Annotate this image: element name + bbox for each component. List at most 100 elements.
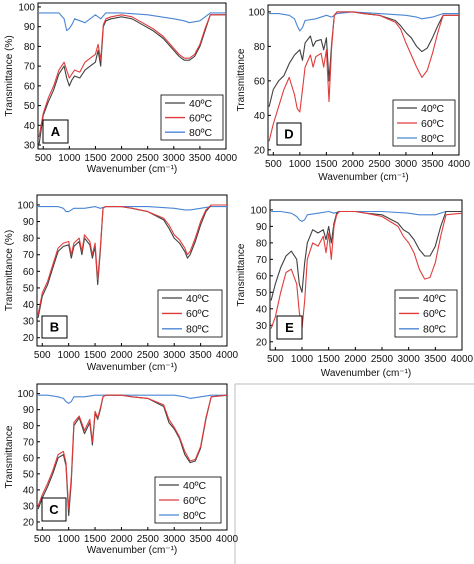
y-tick-label: 70 — [23, 250, 35, 261]
x-tick-label: 2000 — [110, 534, 133, 545]
x-axis-label: Wavenumber (cm⁻¹) — [318, 172, 408, 183]
series-line-80c — [38, 394, 227, 404]
x-tick-label: 3500 — [424, 354, 447, 365]
legend-label: 80ºC — [423, 324, 447, 336]
series-line-60c — [37, 204, 227, 315]
panel-letter: B — [50, 320, 59, 335]
series-line-60c — [270, 210, 462, 330]
y-tick-label: 90 — [256, 222, 268, 233]
y-tick-label: 40 — [23, 485, 35, 496]
panel-letter: A — [51, 124, 61, 139]
y-tick-label: 30 — [256, 321, 268, 332]
y-tick-label: 60 — [23, 453, 35, 464]
legend: 40ºC 60ºC 80ºC — [154, 476, 222, 524]
legend-label: 40ºC — [423, 293, 447, 305]
y-tick-label: 50 — [24, 101, 36, 112]
y-axis-label: Transmittance — [4, 425, 15, 488]
y-tick-label: 50 — [256, 288, 268, 299]
x-axis-label: Wavenumber (cm⁻¹) — [87, 545, 177, 556]
panel-letter-box — [42, 119, 69, 144]
y-tick-label: 20 — [23, 517, 35, 528]
y-tick-label: 100 — [18, 2, 35, 13]
y-tick-label: 20 — [256, 337, 268, 348]
x-tick-label: 2500 — [137, 534, 160, 545]
x-tick-label: 4000 — [448, 159, 471, 170]
y-tick-label: 40 — [254, 111, 266, 122]
y-tick-label: 80 — [254, 42, 266, 53]
y-tick-label: 70 — [24, 62, 36, 73]
y-tick-label: 80 — [23, 421, 35, 432]
x-tick-label: 500 — [35, 153, 52, 164]
x-tick-label: 1000 — [291, 354, 314, 365]
legend-label: 40ºC — [183, 480, 207, 492]
legend-label: 40ºC — [189, 98, 213, 110]
series-line-60c — [37, 394, 227, 510]
y-tick-label: 50 — [23, 283, 35, 294]
x-tick-label: 4000 — [215, 153, 238, 164]
x-tick-label: 500 — [34, 350, 51, 361]
x-tick-label: 2500 — [371, 354, 394, 365]
y-tick-label: 60 — [256, 271, 268, 282]
x-tick-label: 4000 — [216, 534, 239, 545]
y-tick-label: 60 — [23, 267, 35, 278]
panel-b: 500 1000 1500 2000 2500 3000 3500 4000 20 30 40 50 6… — [4, 194, 239, 373]
y-tick-label: 100 — [17, 389, 34, 400]
x-tick-label: 3000 — [398, 354, 421, 365]
panel-letter: C — [49, 502, 59, 517]
y-axis-label: Transmittance (%) — [4, 230, 15, 311]
panel-letter-box — [41, 315, 68, 339]
x-tick-label: 500 — [34, 534, 51, 545]
x-tick-label: 500 — [267, 354, 284, 365]
legend-label: 60ºC — [421, 118, 445, 130]
legend: 40ºC 60ºC 80ºC — [157, 289, 223, 338]
legend-label: 80ºC — [183, 510, 207, 522]
y-tick-label: 100 — [250, 205, 267, 216]
x-tick-label: 3000 — [163, 534, 186, 545]
series-line-80c — [271, 210, 462, 222]
x-tick-label: 1500 — [84, 153, 107, 164]
panel-d: 500 1000 1500 2000 2500 3000 3500 4000 20 40 60 80 1… — [236, 4, 471, 183]
y-axis-label: Transmittance — [236, 243, 247, 306]
x-tick-label: 3500 — [189, 534, 212, 545]
panel-letter-box — [276, 122, 302, 146]
panel-a: 500 1000 1500 2000 2500 3000 3500 4000 30 40 50 60 7… — [4, 2, 238, 175]
panel-letter: D — [284, 127, 293, 142]
x-tick-label: 500 — [265, 159, 282, 170]
x-tick-label: 1000 — [58, 534, 81, 545]
x-tick-label: 3500 — [189, 350, 212, 361]
y-tick-label: 40 — [256, 304, 268, 315]
x-tick-label: 3500 — [189, 153, 212, 164]
y-tick-label: 20 — [254, 145, 266, 156]
panel-letter: E — [285, 320, 294, 335]
y-tick-label: 100 — [17, 200, 34, 211]
panel-letter-box — [41, 497, 67, 522]
panel-c: 500 1000 1500 2000 2500 3000 3500 4000 20 30 40 50 6… — [4, 383, 239, 556]
y-axis-label: Transmittance — [236, 48, 247, 111]
x-tick-label: 1000 — [58, 153, 81, 164]
x-tick-label: 4000 — [216, 350, 239, 361]
legend-label: 80ºC — [186, 324, 210, 336]
legend-label: 60ºC — [423, 308, 447, 320]
panel-e: 500 1000 1500 2000 2500 3000 3500 4000 20 30 40 50 6… — [236, 199, 474, 379]
x-tick-label: 1500 — [84, 534, 107, 545]
x-tick-label: 3500 — [421, 159, 444, 170]
x-axis-label: Wavenumber (cm⁻¹) — [87, 362, 177, 373]
y-tick-label: 30 — [23, 501, 35, 512]
x-tick-label: 3000 — [163, 153, 186, 164]
y-tick-label: 90 — [24, 22, 36, 33]
legend: 40ºC 60ºC 80ºC — [394, 289, 458, 338]
y-tick-label: 40 — [24, 121, 36, 132]
y-tick-label: 30 — [24, 141, 36, 152]
x-tick-label: 2000 — [344, 354, 367, 365]
x-tick-label: 2000 — [342, 159, 365, 170]
legend-label: 60ºC — [183, 495, 207, 507]
y-axis-label: Transmittance (%) — [4, 35, 15, 116]
y-tick-label: 90 — [23, 405, 35, 416]
x-tick-label: 2500 — [137, 153, 160, 164]
x-tick-label: 1500 — [84, 350, 107, 361]
legend-label: 80ºC — [189, 127, 213, 139]
legend-label: 40ºC — [421, 103, 445, 115]
series-line-80c — [39, 12, 226, 32]
y-tick-label: 60 — [24, 81, 36, 92]
x-axis-label: Wavenumber (cm⁻¹) — [87, 164, 177, 175]
